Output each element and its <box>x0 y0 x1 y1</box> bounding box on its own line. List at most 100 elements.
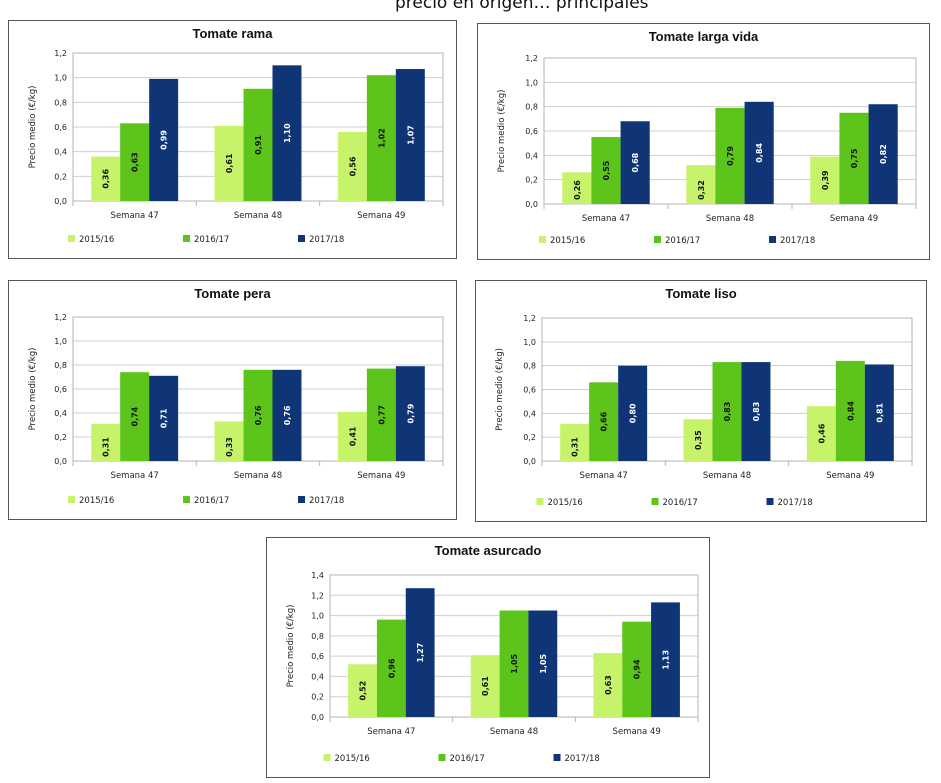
data-label: 1,05 <box>539 653 548 673</box>
chart-svg: Tomate asurcado 0,0 0,2 0,4 0,6 0,8 1,0 1,2 1,4 P… <box>286 543 699 764</box>
x-tick-label: Semana 49 <box>613 727 661 737</box>
data-label: 0,74 <box>131 406 140 426</box>
chart-svg: Tomate larga vida 0,0 0,2 0,4 0,6 0,8 1,0 1,2 Pr… <box>497 29 917 246</box>
chart-panel-tomate-pera: Tomate pera 0,0 0,2 0,4 0,6 0,8 1,0 1,2 Precio m… <box>8 280 457 520</box>
data-label: 0,33 <box>225 437 234 457</box>
bar-2016-17-semana-48 <box>715 107 745 204</box>
y-tick-label: 0,6 <box>311 652 324 661</box>
bar-2016-17-semana-47 <box>120 123 150 201</box>
x-tick-label: Semana 47 <box>580 471 628 481</box>
data-label: 0,63 <box>604 675 613 695</box>
x-tick-label: Semana 47 <box>582 214 630 224</box>
y-tick-label: 1,2 <box>525 54 538 63</box>
x-tick-label: Semana 47 <box>111 471 159 481</box>
data-label: 0,68 <box>631 152 640 172</box>
bar-2015-16-semana-49 <box>337 411 367 461</box>
data-label: 0,76 <box>254 405 263 425</box>
bar-2016-17-semana-48 <box>243 88 273 201</box>
legend-swatch <box>68 496 75 503</box>
bar-2016-17-semana-47 <box>376 619 406 717</box>
legend-swatch <box>298 235 305 242</box>
data-label: 1,05 <box>510 653 519 673</box>
data-label: 0,35 <box>694 430 703 450</box>
legend-label: 2016/17 <box>194 235 229 245</box>
x-tick-label: Semana 48 <box>703 471 751 481</box>
data-label: 0,26 <box>573 180 582 200</box>
data-label: 0,41 <box>348 426 357 446</box>
bar-2016-17-semana-48 <box>243 369 273 461</box>
bar-2016-17-semana-49 <box>366 75 396 201</box>
x-tick-label: Semana 49 <box>830 214 878 224</box>
bar-2015-16-semana-49 <box>806 406 836 461</box>
bar-2017-18-semana-48 <box>272 369 302 461</box>
bar-2017-18-semana-48 <box>741 362 771 461</box>
x-tick-label: Semana 48 <box>490 727 538 737</box>
legend-label: 2016/17 <box>663 498 698 508</box>
x-tick-label: Semana 48 <box>234 471 282 481</box>
y-tick-label: 0,6 <box>54 123 67 132</box>
y-tick-label: 0,8 <box>523 362 536 371</box>
bar-2016-17-semana-49 <box>839 112 869 204</box>
bar-2015-16-semana-48 <box>214 125 244 201</box>
data-label: 0,31 <box>102 437 111 457</box>
chart-svg: Tomate liso 0,0 0,2 0,4 0,6 0,8 1,0 1,2 Precio m… <box>495 286 913 508</box>
legend-label: 2017/18 <box>778 498 813 508</box>
data-label: 0,52 <box>359 681 368 701</box>
bar-2016-17-semana-49 <box>622 621 652 717</box>
data-label: 0,63 <box>131 152 140 172</box>
y-tick-label: 1,2 <box>54 49 67 58</box>
legend-swatch <box>183 496 190 503</box>
y-tick-label: 0,4 <box>311 672 324 681</box>
data-label: 0,36 <box>102 169 111 189</box>
x-tick-label: Semana 49 <box>357 211 405 221</box>
legend-label: 2015/16 <box>335 754 370 764</box>
bar-2017-18-semana-49 <box>864 364 894 461</box>
legend-label: 2015/16 <box>548 498 583 508</box>
data-label: 0,79 <box>406 403 415 423</box>
bar-2017-18-semana-47 <box>405 588 435 717</box>
bar-2016-17-semana-48 <box>499 610 529 717</box>
data-label: 0,32 <box>697 180 706 200</box>
bar-2017-18-semana-47 <box>620 121 650 204</box>
y-tick-label: 0,2 <box>523 433 536 442</box>
data-label: 0,46 <box>817 423 826 443</box>
legend-label: 2016/17 <box>665 236 700 246</box>
bar-2015-16-semana-47 <box>348 664 377 717</box>
bar-2017-18-semana-48 <box>528 610 558 717</box>
bar-2017-18-semana-49 <box>868 104 898 204</box>
chart-title: Tomate pera <box>194 286 271 301</box>
bar-2015-16-semana-48 <box>683 419 713 461</box>
bar-2017-18-semana-48 <box>744 101 774 204</box>
data-label: 0,66 <box>600 411 609 431</box>
x-tick-label: Semana 49 <box>826 471 874 481</box>
bar-2015-16-semana-47 <box>560 424 590 461</box>
bar-2016-17-semana-47 <box>591 137 621 204</box>
bar-2017-18-semana-49 <box>395 366 425 461</box>
data-label: 1,27 <box>416 643 425 663</box>
data-label: 0,39 <box>821 170 830 190</box>
bar-2015-16-semana-48 <box>686 165 716 204</box>
data-label: 0,84 <box>755 143 764 163</box>
bar-2016-17-semana-49 <box>835 360 865 461</box>
y-tick-label: 0,4 <box>525 151 538 160</box>
bar-2016-17-semana-48 <box>712 362 742 461</box>
y-tick-label: 0,8 <box>54 361 67 370</box>
y-tick-label: 0,4 <box>523 409 536 418</box>
data-label: 1,10 <box>283 123 292 143</box>
bar-2017-18-semana-49 <box>395 69 425 202</box>
y-tick-label: 0,6 <box>54 385 67 394</box>
data-label: 0,61 <box>225 153 234 173</box>
data-label: 0,83 <box>723 402 732 422</box>
chart-panel-tomate-asurcado: Tomate asurcado 0,0 0,2 0,4 0,6 0,8 1,0 1,2 1,4 P… <box>266 537 710 778</box>
chart-svg: Tomate rama 0,0 0,2 0,4 0,6 0,8 1,0 1,2 Precio m… <box>28 26 444 245</box>
legend-label: 2017/18 <box>780 236 815 246</box>
bar-2017-18-semana-47 <box>149 78 179 201</box>
y-tick-label: 1,0 <box>525 78 538 87</box>
y-axis-label: Precio medio (€/kg) <box>495 348 505 431</box>
bar-2016-17-semana-47 <box>589 382 619 461</box>
x-tick-label: Semana 47 <box>367 727 415 737</box>
data-label: 0,76 <box>283 405 292 425</box>
legend-swatch <box>654 236 661 243</box>
data-label: 0,71 <box>160 408 169 428</box>
data-label: 0,61 <box>481 676 490 696</box>
